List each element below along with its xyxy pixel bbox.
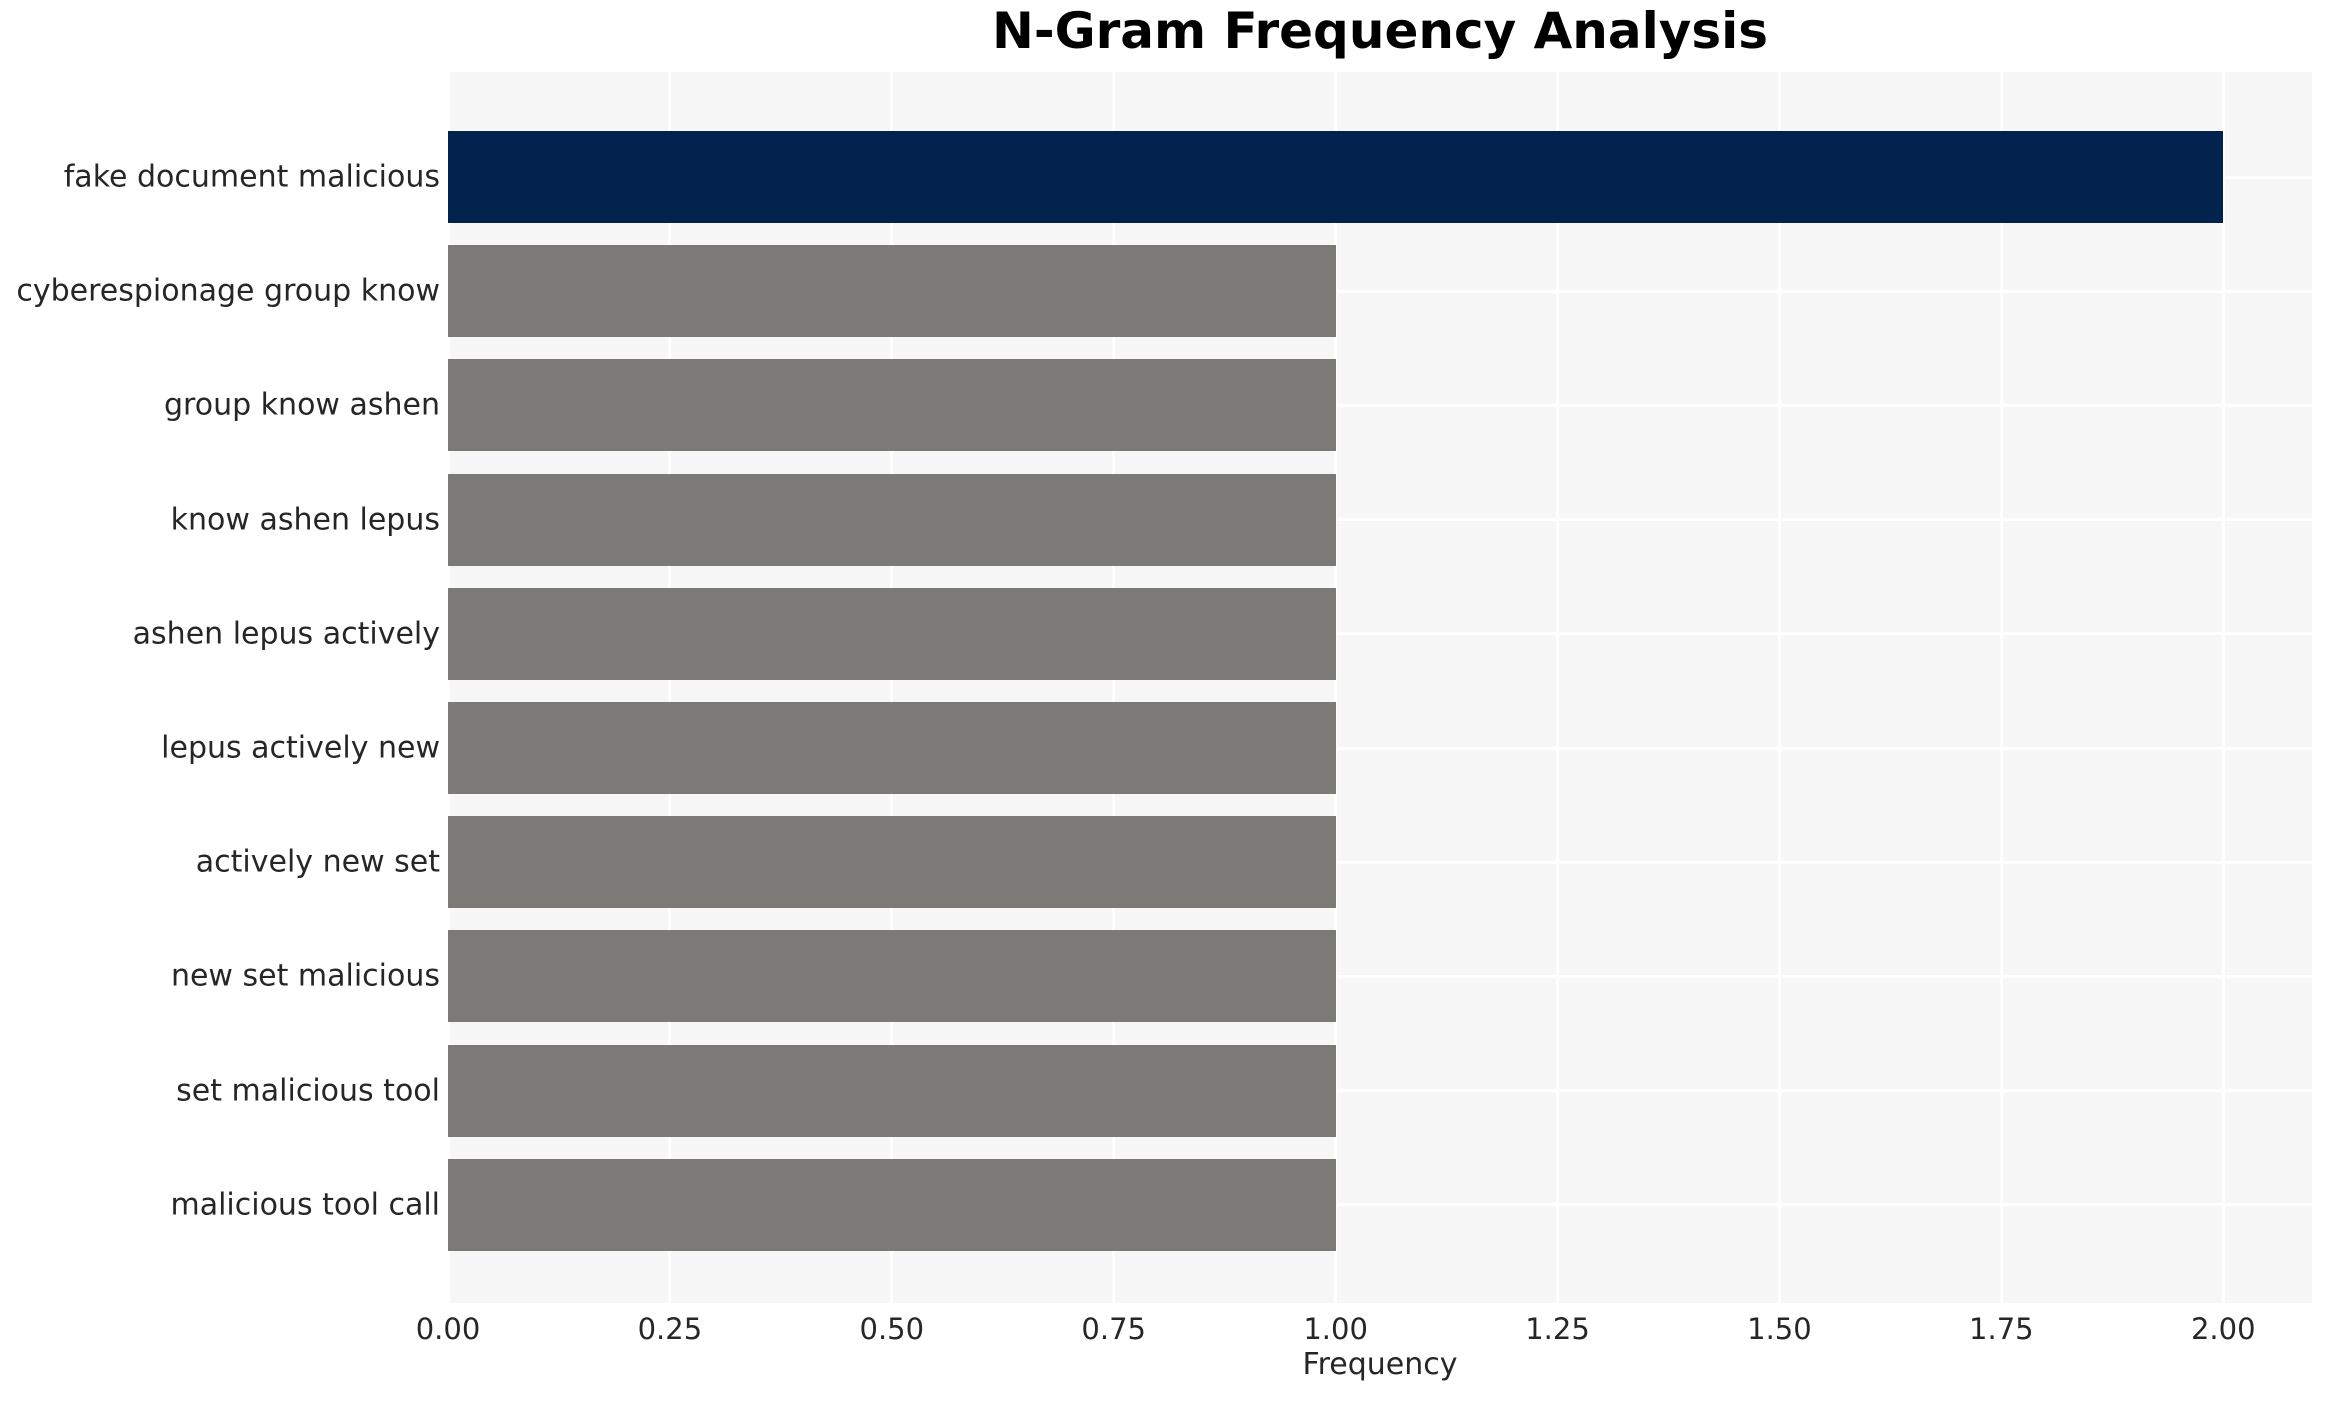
bar [448,702,1336,794]
x-gridline [448,72,450,1303]
x-gridline [1777,72,1781,1303]
y-tick-label: fake document malicious [63,159,440,195]
x-tick-label: 1.00 [1303,1312,1368,1346]
x-gridline [1112,72,1116,1303]
y-tick-label: new set malicious [170,958,440,994]
x-tick-label: 0.25 [637,1312,703,1346]
y-tick-label: malicious tool call [170,1187,440,1223]
bar [448,1044,1336,1137]
x-tick-label: 1.75 [1969,1312,2034,1346]
y-gridline [448,860,2312,864]
x-gridline [2221,72,2225,1303]
bar [448,473,1336,566]
y-gridline [448,1089,2312,1093]
bar [448,131,2224,223]
bar [448,245,1336,338]
bar [448,587,1336,680]
y-gridline [448,289,2312,293]
y-axis-labels: fake document malicious cyberespionage gr… [0,0,440,1402]
y-gridline [448,974,2312,978]
x-gridline [668,72,672,1303]
bar [448,930,1336,1023]
x-tick-label: 1.25 [1525,1312,1590,1346]
chart-title: N-Gram Frequency Analysis [991,2,1769,60]
x-tick-label: 1.50 [1747,1312,1812,1346]
bar [448,359,1336,452]
x-axis-title: Frequency [1302,1347,1458,1382]
x-gridline [890,72,894,1303]
x-tick-label: 0.75 [1081,1312,1146,1346]
y-tick-label: set malicious tool [176,1073,440,1109]
y-tick-label: ashen lepus actively [132,616,440,652]
x-tick-label: 0.50 [859,1312,925,1346]
y-gridline [448,403,2312,407]
y-tick-label: lepus actively new [161,730,440,766]
x-gridline [1334,72,1338,1303]
bar [448,816,1336,909]
y-tick-label: cyberespionage group know [16,273,440,309]
x-tick-label: 2.00 [2190,1312,2256,1346]
y-gridline [448,1203,2312,1207]
y-tick-label: know ashen lepus [170,502,440,538]
bar [448,1158,1336,1251]
y-gridline [448,632,2312,636]
x-gridline [1556,72,1560,1303]
plot-area [448,72,2312,1303]
y-tick-label: group know ashen [164,387,440,423]
y-gridline [448,518,2312,522]
y-tick-label: actively new set [195,844,440,880]
x-gridline [1999,72,2003,1303]
y-gridline [448,746,2312,750]
